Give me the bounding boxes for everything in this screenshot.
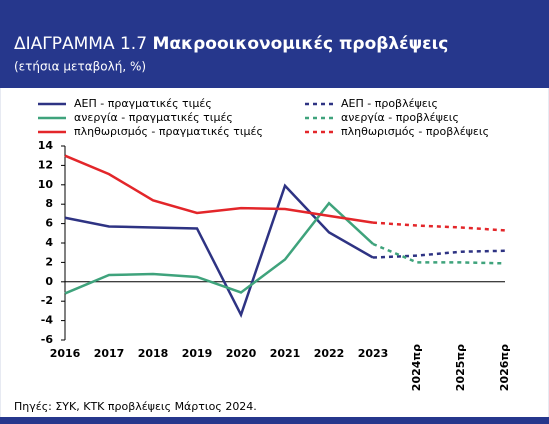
series-line bbox=[64, 183, 374, 318]
y-tick-label: 14 bbox=[38, 139, 54, 152]
legend-label: ΑΕΠ - πραγματικές τιμές bbox=[74, 97, 212, 110]
legend-label: πληθωρισμός - προβλέψεις bbox=[341, 125, 489, 138]
footer-band bbox=[0, 417, 549, 424]
y-tick-label: -2 bbox=[41, 294, 53, 307]
series-line bbox=[64, 201, 374, 295]
y-tick-label: 10 bbox=[38, 178, 54, 191]
series-line bbox=[372, 249, 506, 259]
y-tick-label: -4 bbox=[41, 314, 54, 327]
x-tick-label: 2020 bbox=[226, 347, 257, 360]
source: Πηγές: ΣΥΚ, ΚΤΚ προβλέψεις Μάρτιος 2024. bbox=[14, 400, 257, 413]
x-tick-label: 2017 bbox=[94, 347, 125, 360]
x-tick-label: 2025πρ bbox=[454, 344, 467, 391]
y-tick-label: 6 bbox=[45, 217, 53, 230]
y-tick-label: 4 bbox=[45, 236, 53, 249]
series-line bbox=[64, 154, 374, 224]
header bbox=[0, 0, 549, 88]
legend-label: πληθωρισμός - πραγματικές τιμές bbox=[74, 125, 263, 138]
x-tick-label: 2018 bbox=[138, 347, 169, 360]
x-tick-label: 2026πρ bbox=[498, 344, 511, 391]
chart-title: ΔΙΑΓΡΑΜΜΑ 1.7 Μακροοικονομικές προβλέψει… bbox=[14, 34, 448, 54]
x-tick-label: 2021 bbox=[270, 347, 301, 360]
y-tick-label: 8 bbox=[45, 197, 53, 210]
series-line bbox=[372, 242, 506, 265]
chart-subtitle: (ετήσια μεταβολή, %) bbox=[14, 60, 146, 74]
y-tick-label: -6 bbox=[41, 333, 54, 346]
title-prefix: ΔΙΑΓΡΑΜΜΑ 1.7 bbox=[14, 34, 147, 54]
x-tick-label: 2016 bbox=[50, 347, 81, 360]
y-tick-label: 0 bbox=[45, 275, 53, 288]
legend-label: ανεργία - πραγματικές τιμές bbox=[74, 111, 233, 124]
x-tick-label: 2019 bbox=[182, 347, 213, 360]
x-tick-label: 2024πρ bbox=[410, 344, 423, 391]
legend-label: ανεργία - προβλέψεις bbox=[341, 111, 459, 124]
title-main: Μακροοικονομικές προβλέψεις bbox=[152, 34, 448, 54]
legend-label: ΑΕΠ - προβλέψεις bbox=[341, 97, 438, 110]
x-tick-label: 2023 bbox=[358, 347, 389, 360]
y-tick-label: 12 bbox=[38, 158, 53, 171]
series-line bbox=[372, 221, 506, 232]
y-tick-label: 2 bbox=[45, 255, 53, 268]
x-tick-label: 2022 bbox=[314, 347, 345, 360]
